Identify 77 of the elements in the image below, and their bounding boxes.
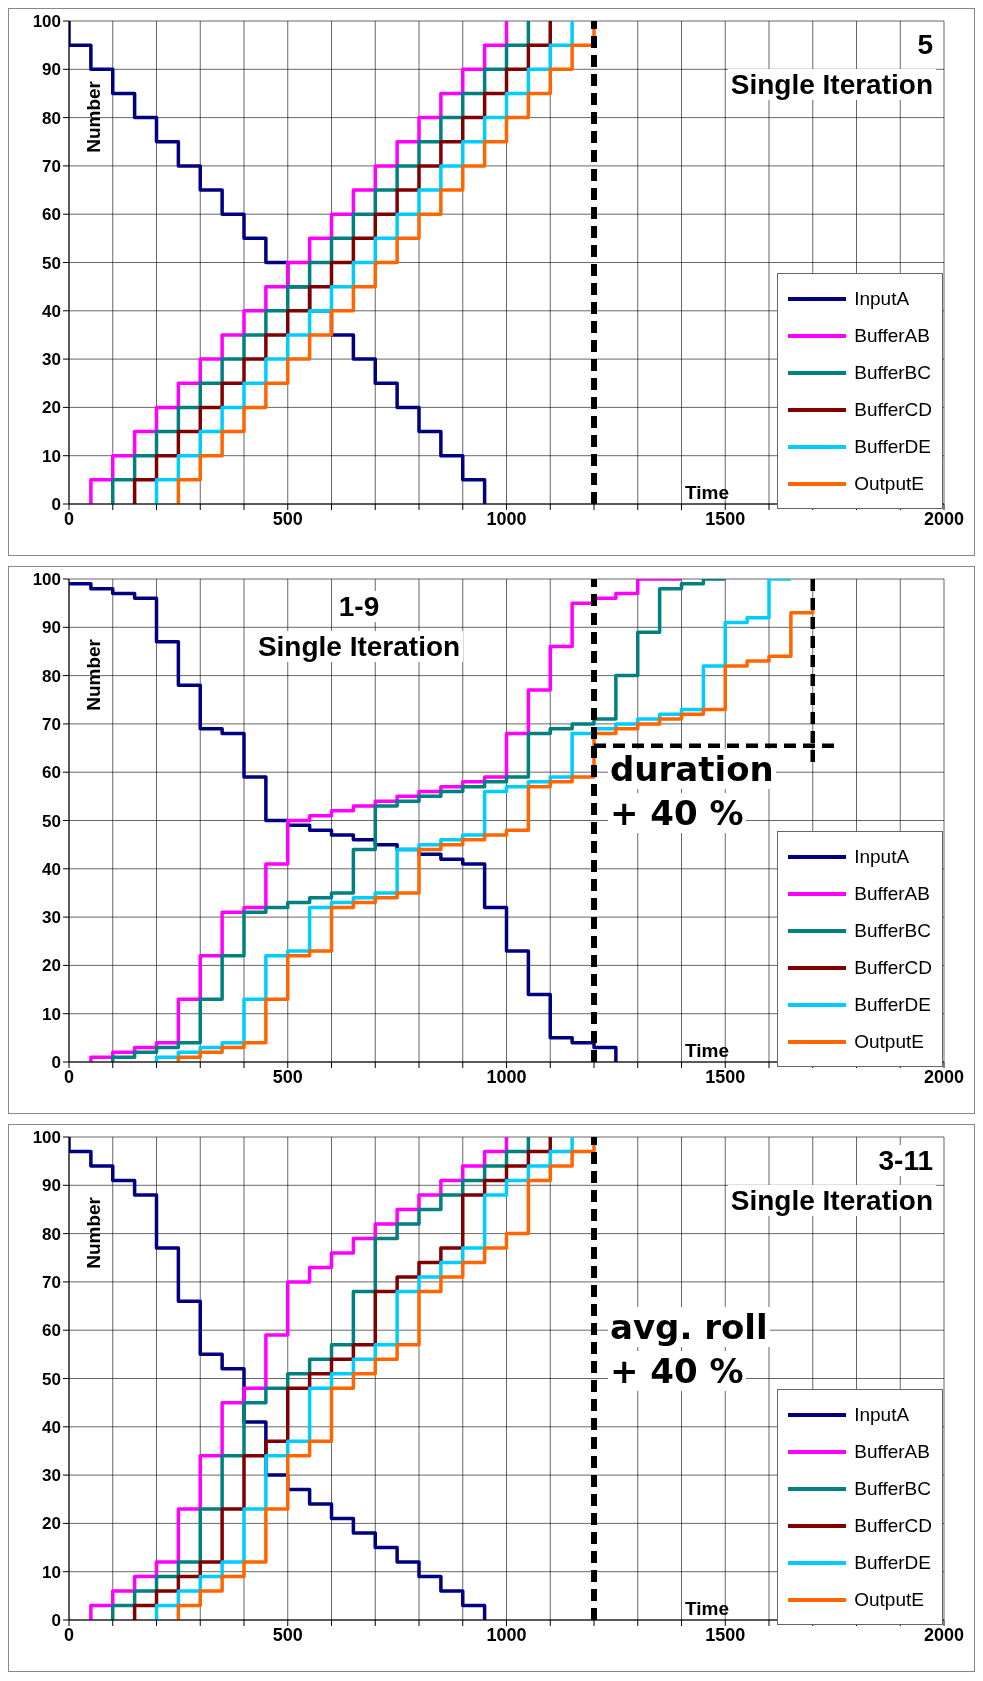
x-tick-label: 2000: [923, 1066, 965, 1087]
y-tick-label: 70: [42, 714, 61, 734]
legend-label: BufferAB: [854, 1440, 930, 1463]
y-tick-label: 50: [42, 253, 61, 273]
y-tick-label: 30: [42, 350, 61, 370]
y-tick-label: 90: [42, 618, 61, 638]
y-tick-label: 90: [42, 60, 61, 80]
y-axis-title: Number: [83, 639, 105, 711]
y-tick-label: 80: [42, 1224, 61, 1244]
legend-label: BufferBC: [854, 361, 931, 384]
y-tick-label: 40: [42, 1417, 61, 1437]
legend-label: InputA: [854, 1403, 910, 1426]
y-tick-label: 100: [32, 12, 61, 32]
x-tick-label: 2000: [923, 1624, 965, 1645]
y-tick-label: 100: [32, 1128, 61, 1148]
x-tick-label: 1500: [705, 508, 746, 529]
y-tick-label: 40: [42, 859, 61, 879]
y-tick-label: 80: [42, 108, 61, 128]
y-tick-label: 20: [42, 956, 61, 976]
y-tick-label: 0: [51, 495, 61, 515]
legend-label: BufferAB: [854, 882, 930, 905]
legend-label: BufferCD: [854, 1514, 932, 1537]
y-tick-label: 40: [42, 301, 61, 321]
legend-label: InputA: [854, 845, 910, 868]
y-tick-label: 80: [42, 666, 61, 686]
text: Single Iteration: [254, 631, 464, 662]
y-axis-title: Number: [83, 81, 105, 153]
chart-title: 1-9: [335, 591, 383, 622]
y-tick-label: 20: [42, 398, 61, 418]
x-axis-title: Time: [684, 482, 729, 504]
text: Single Iteration: [727, 1185, 936, 1216]
y-tick-label: 100: [32, 570, 61, 590]
y-tick-label: 30: [42, 1466, 61, 1486]
chart-title: 5: [914, 29, 936, 60]
y-axis-title: Number: [83, 1197, 105, 1269]
y-tick-label: 90: [42, 1176, 61, 1196]
x-tick-label: 500: [272, 508, 303, 529]
legend-label: OutputE: [854, 1030, 924, 1053]
legend-label: InputA: [854, 287, 910, 310]
text: Single Iteration: [727, 69, 936, 100]
x-tick-label: 1000: [486, 1624, 527, 1645]
x-axis-title: Time: [684, 1040, 729, 1062]
x-tick-label: 500: [272, 1624, 303, 1645]
legend-label: OutputE: [854, 472, 924, 495]
x-tick-label: 1000: [486, 1066, 527, 1087]
legend-label: BufferDE: [854, 435, 931, 458]
legend-label: BufferCD: [854, 398, 932, 421]
x-tick-label: 500: [272, 1066, 303, 1087]
x-tick-label: 1000: [486, 508, 527, 529]
x-tick-label: 1500: [705, 1066, 746, 1087]
x-tick-label: 2000: [923, 508, 965, 529]
y-tick-label: 20: [42, 1514, 61, 1534]
y-tick-label: 10: [42, 1562, 61, 1582]
y-tick-label: 10: [42, 1004, 61, 1024]
y-tick-label: 10: [42, 446, 61, 466]
y-tick-label: 0: [51, 1053, 61, 1073]
annotation: avg. roll + 40 %: [608, 1307, 770, 1391]
legend-label: BufferBC: [854, 1477, 931, 1500]
annotation: duration + 40 %: [608, 749, 776, 833]
x-axis-title: Time: [684, 1598, 729, 1620]
y-tick-label: 60: [42, 1321, 61, 1341]
legend-label: OutputE: [854, 1588, 924, 1611]
y-tick-label: 70: [42, 1272, 61, 1292]
legend-label: BufferCD: [854, 956, 932, 979]
y-tick-label: 50: [42, 811, 61, 831]
legend-label: BufferAB: [854, 324, 930, 347]
chart-title: 3-11: [875, 1145, 936, 1176]
legend-label: BufferDE: [854, 1551, 931, 1574]
x-tick-label: 1500: [705, 1624, 746, 1645]
y-tick-label: 60: [42, 763, 61, 783]
y-tick-label: 50: [42, 1369, 61, 1389]
legend-label: BufferBC: [854, 919, 931, 942]
legend-label: BufferDE: [854, 993, 931, 1016]
y-tick-label: 60: [42, 205, 61, 225]
y-tick-label: 30: [42, 908, 61, 928]
y-tick-label: 70: [42, 156, 61, 176]
y-tick-label: 0: [51, 1611, 61, 1631]
